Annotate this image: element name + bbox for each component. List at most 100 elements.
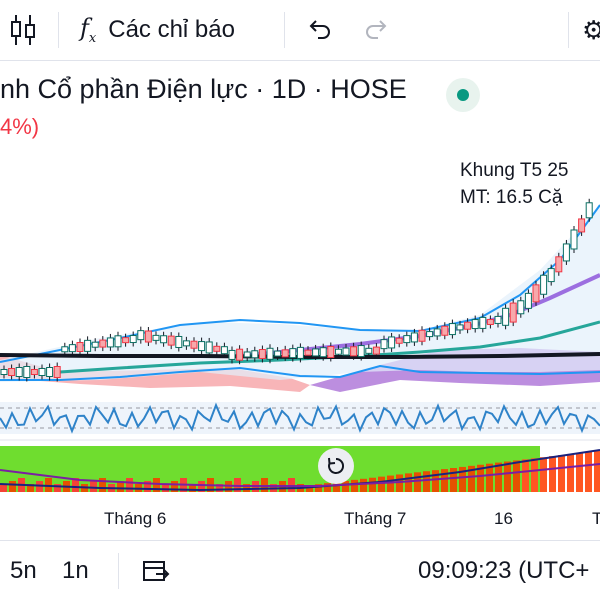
reset-chart-icon [328, 457, 345, 474]
market-status-indicator[interactable] [446, 78, 480, 112]
candle-body [91, 341, 99, 348]
candle-body [23, 366, 31, 378]
top-toolbar: fx Các chỉ báo ⚙ [0, 0, 600, 61]
candle-body [410, 332, 418, 343]
candle-body [68, 344, 76, 353]
histogram-bar [585, 451, 592, 492]
candle-body [152, 334, 160, 341]
candle-body [258, 349, 266, 360]
x-axis-label: Tháng 7 [344, 509, 407, 528]
candle-body [418, 329, 426, 342]
candle-body [532, 284, 540, 303]
candle-body [0, 369, 8, 375]
candle-body [236, 348, 244, 361]
candle-body [395, 337, 403, 344]
candle-body [448, 323, 456, 336]
candle-body [167, 335, 175, 346]
candle-body [281, 349, 289, 358]
candle-body [456, 324, 464, 331]
function-icon: fx [80, 14, 97, 46]
candle-body [84, 339, 92, 352]
candle-body [160, 335, 168, 344]
range-1m-label: 1n [62, 557, 89, 584]
candle-body [433, 328, 441, 337]
candlestick-series [0, 198, 593, 382]
histogram-bar [9, 481, 16, 492]
momentum-line-purple [0, 463, 600, 487]
price-chart[interactable] [0, 150, 600, 495]
x-axis-label: 16 [494, 509, 513, 528]
histogram-bar [405, 473, 412, 492]
indicators-label: Các chỉ báo [108, 16, 235, 43]
candle-body [327, 345, 335, 358]
histogram-bar [477, 464, 484, 492]
candle-body [312, 348, 320, 357]
histogram-bar [378, 476, 385, 492]
histogram-bar [387, 475, 394, 492]
histogram-bar [540, 457, 547, 492]
time-zone-display[interactable]: 09:09:23 (UTC+ [418, 541, 589, 601]
compare-dates-button[interactable] [142, 541, 170, 601]
candle-body [365, 347, 373, 354]
candlestick-chart-type-button[interactable] [8, 0, 48, 60]
clock-time: 09:09:23 (UTC+ [418, 557, 590, 584]
candle-body [570, 229, 578, 250]
reset-chart-button[interactable] [318, 448, 354, 484]
candle-body [8, 368, 16, 376]
candle-body [175, 335, 183, 348]
candle-body [342, 347, 350, 356]
redo-icon [366, 20, 387, 39]
histogram-bar [360, 478, 367, 492]
histogram-bar [531, 458, 538, 492]
histogram-bar [153, 478, 160, 492]
histogram-bar [567, 453, 574, 492]
candle-body [30, 369, 38, 375]
histogram-bar [423, 471, 430, 492]
histogram-bar [198, 481, 205, 492]
histogram-bar [513, 460, 520, 492]
histogram-bar [396, 474, 403, 492]
candle-body [106, 337, 114, 348]
histogram-bar [54, 484, 61, 492]
histogram-bar [369, 477, 376, 492]
histogram-bar [342, 480, 349, 492]
candle-body [198, 341, 206, 352]
histogram-bar [243, 484, 250, 492]
candle-body [122, 337, 130, 344]
candlestick-icon [11, 15, 35, 45]
histogram-bar [90, 481, 97, 492]
candle-body [251, 350, 259, 359]
annotation-line-2: MT: 16.5 Cặ [460, 187, 563, 208]
momentum-histogram [0, 450, 600, 492]
candle-body [578, 218, 586, 233]
candle-body [357, 345, 365, 358]
candle-body [441, 325, 449, 336]
histogram-bar [27, 484, 34, 492]
candle-body [334, 348, 342, 355]
histogram-bar [306, 485, 313, 492]
candle-body [524, 292, 532, 309]
candle-body [137, 330, 145, 341]
settings-button[interactable]: ⚙ [582, 0, 600, 60]
candle-body [289, 348, 297, 359]
indicators-button[interactable]: fx Các chỉ báo [80, 0, 235, 60]
redo-button[interactable] [364, 0, 390, 60]
candle-body [46, 367, 54, 377]
candle-body [502, 307, 510, 326]
candle-body [99, 339, 107, 348]
histogram-bar [99, 478, 106, 492]
candle-body [15, 367, 23, 377]
price-change-percent: 4%) [0, 114, 40, 139]
histogram-bar [414, 472, 421, 492]
settings-icon: ⚙ [582, 14, 600, 45]
range-1m-button[interactable]: 1n [62, 541, 89, 601]
candle-body [509, 302, 517, 323]
undo-button[interactable] [306, 0, 332, 60]
range-5d-button[interactable]: 5n [10, 541, 37, 601]
candle-body [585, 202, 593, 219]
candle-body [494, 315, 502, 324]
histogram-bar [549, 456, 556, 492]
candle-body [274, 350, 282, 357]
histogram-bar [486, 463, 493, 492]
histogram-bar [459, 466, 466, 492]
